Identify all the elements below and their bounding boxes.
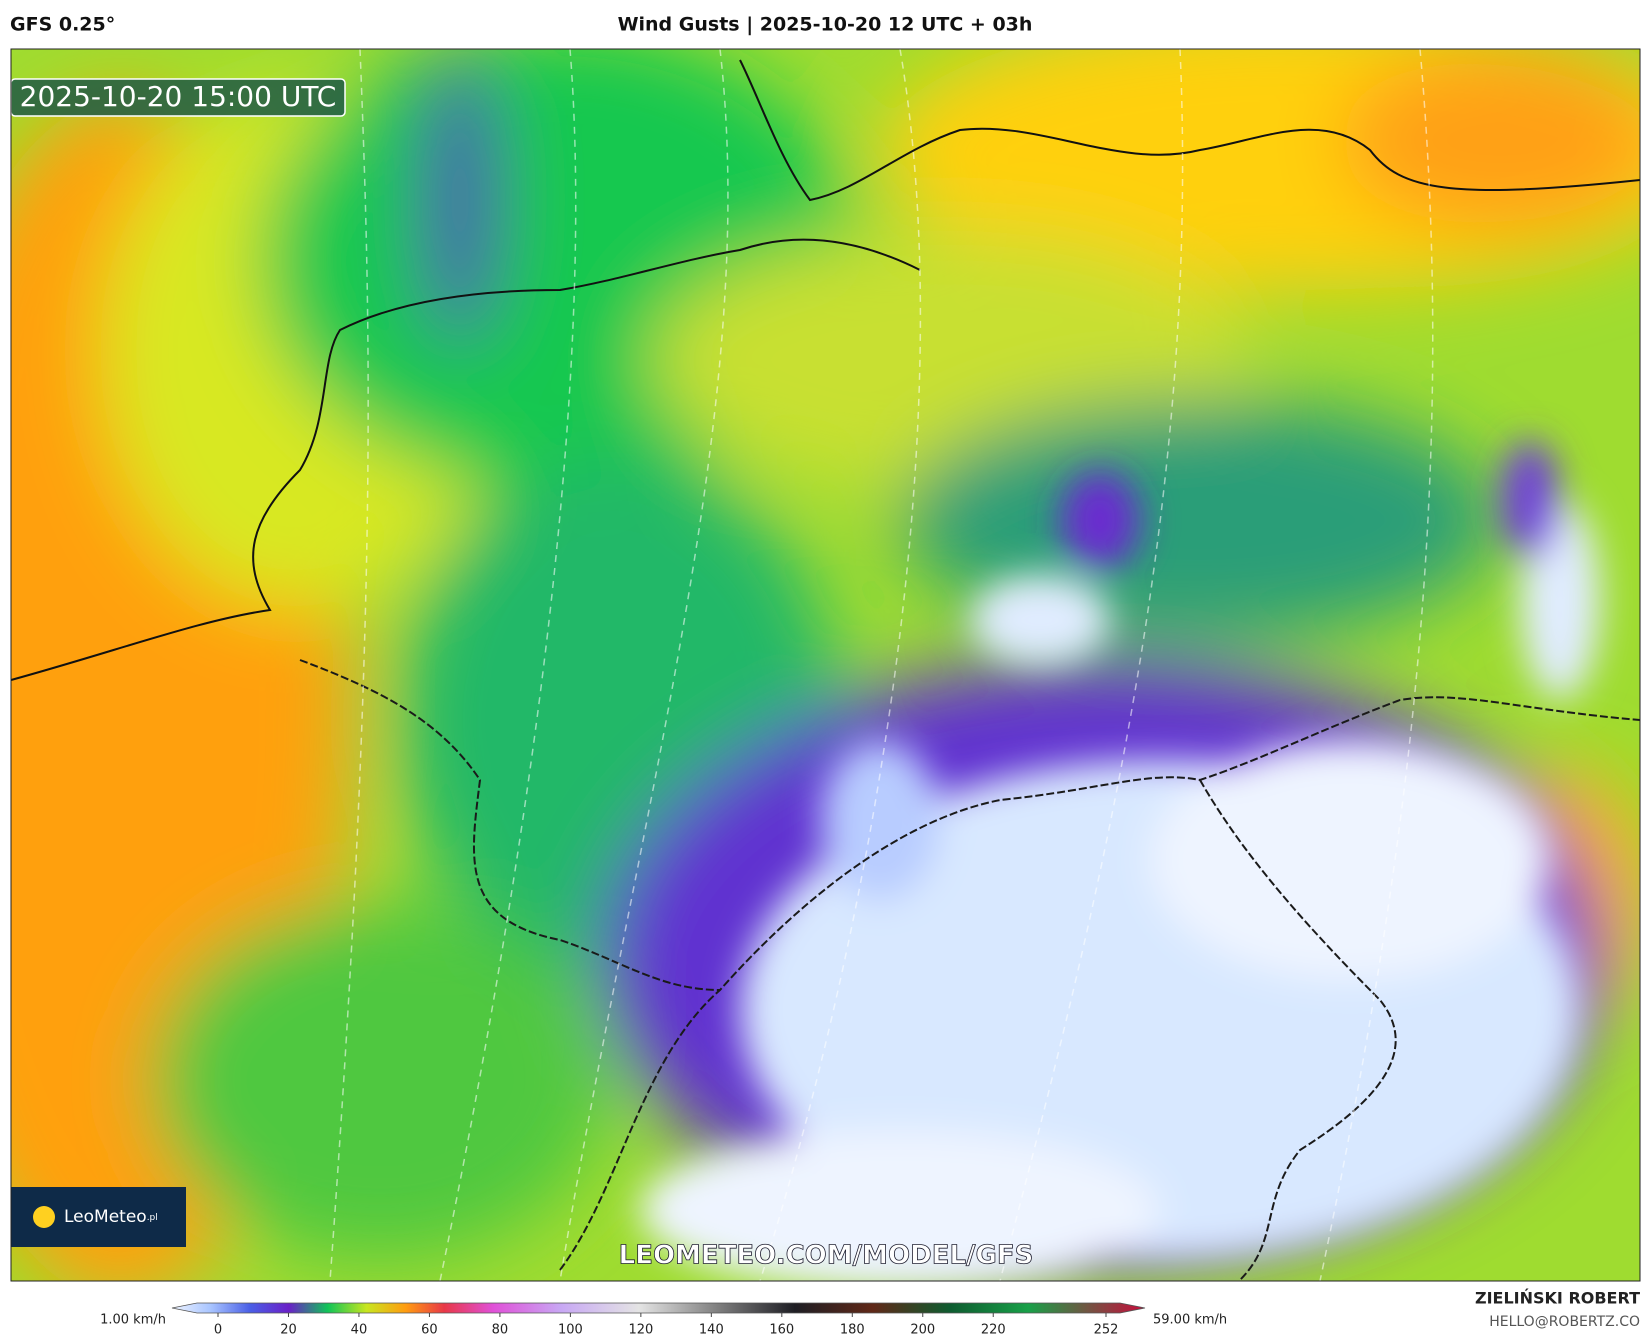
model-label: GFS 0.25°	[10, 14, 115, 36]
logo-text: LeoMeteo	[64, 1207, 147, 1227]
colorbar-bar	[171, 1302, 1146, 1314]
colorbar-tick-label: 140	[699, 1323, 724, 1337]
credits-name: ZIELIŃSKI ROBERT	[1475, 1289, 1640, 1308]
colorbar-tick-label: 180	[840, 1323, 865, 1337]
colorbar-tick-label: 0	[214, 1323, 222, 1337]
colorbar-tick-label: 120	[628, 1323, 653, 1337]
logo: LeoMeteo.pl	[64, 1207, 158, 1227]
colorbar-max-label: 59.00 km/h	[1153, 1313, 1227, 1328]
map: 2025-10-20 15:00 UTC LeoMeteo.pl LEOMETE…	[11, 49, 1640, 1281]
colorbar-tick-label: 80	[492, 1323, 509, 1337]
logo-suffix: .pl	[147, 1213, 158, 1223]
watermark: LEOMETEO.COM/MODEL/GFS	[619, 1241, 1034, 1271]
colorbar-min-label: 1.00 km/h	[100, 1313, 166, 1328]
colorbar-tick-label: 20	[280, 1323, 297, 1337]
timestamp: 2025-10-20 15:00 UTC	[20, 80, 337, 113]
colorbar-tick-label: 220	[981, 1323, 1006, 1337]
colorbar-tick-label: 160	[769, 1323, 794, 1337]
colorbar-tick-label: 40	[351, 1323, 368, 1337]
colorbar-tick-label: 100	[558, 1323, 583, 1337]
map-title: Wind Gusts | 2025-10-20 12 UTC + 03h	[618, 14, 1033, 36]
credits-email: HELLO@ROBERTZ.CO	[1489, 1314, 1640, 1330]
colorbar: 1.00 km/h 59.00 km/h 0 20 40 60 80 100 120 140 1…	[100, 1302, 1227, 1337]
map-frame	[10, 48, 1641, 1282]
colorbar-tick-label: 252	[1094, 1323, 1119, 1337]
colorbar-tick-label: 60	[421, 1323, 438, 1337]
colorbar-tick-label: 200	[910, 1323, 935, 1337]
